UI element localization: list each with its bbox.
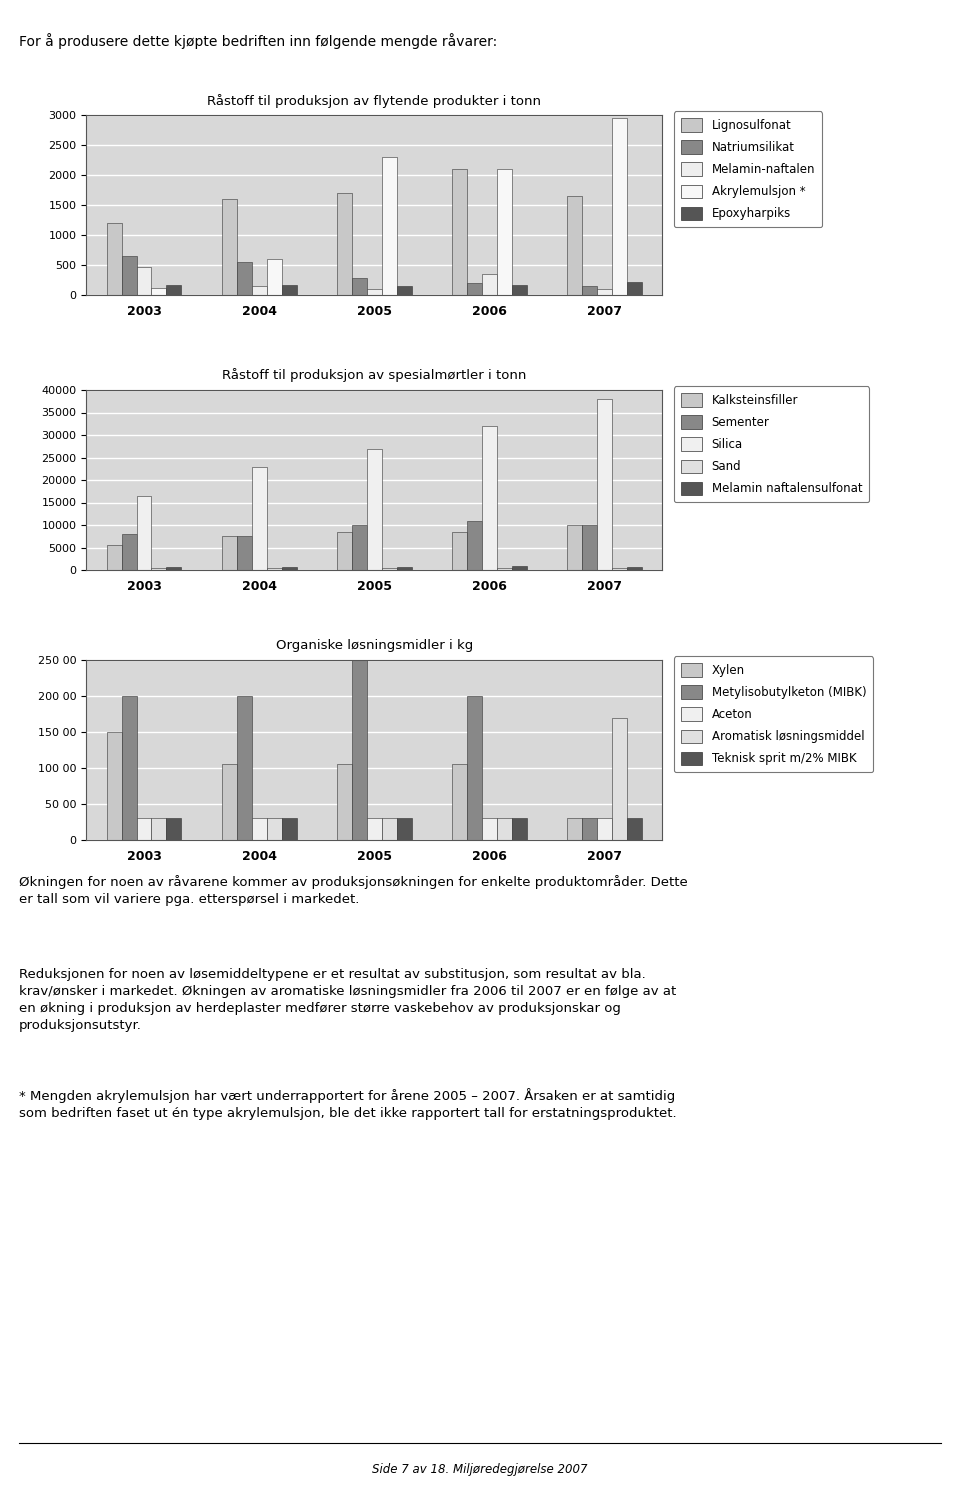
Bar [136,495,152,570]
Bar [367,448,382,570]
Bar [337,532,352,570]
Bar [512,285,527,296]
Bar [627,567,642,570]
Bar [396,567,412,570]
Bar [136,819,152,840]
Bar [337,765,352,840]
Bar [468,284,482,296]
Bar [382,158,396,296]
Bar [612,717,627,840]
Bar [627,819,642,840]
Bar [222,200,237,296]
Bar [136,267,152,296]
Legend: Xylen, Metylisobutylketon (MIBK), Aceton, Aromatisk løsningsmiddel, Teknisk spri: Xylen, Metylisobutylketon (MIBK), Aceton… [674,657,874,772]
Text: For å produsere dette kjøpte bedriften inn følgende mengde råvarer:: For å produsere dette kjøpte bedriften i… [19,33,497,50]
Text: Råstoff til produksjon av spesialmørtler i tonn: Råstoff til produksjon av spesialmørtler… [222,369,527,382]
Bar [107,732,122,840]
Bar [583,525,597,570]
Bar [512,819,527,840]
Text: * Mengden akrylemulsjon har vært underrapportert for årene 2005 – 2007. Årsaken : * Mengden akrylemulsjon har vært underra… [19,1088,677,1120]
Text: Organiske løsningsmidler i kg: Organiske løsningsmidler i kg [276,639,473,652]
Bar [452,532,468,570]
Bar [583,819,597,840]
Text: Reduksjonen for noen av løsemiddeltypene er et resultat av substitusjon, som res: Reduksjonen for noen av løsemiddeltypene… [19,968,677,1032]
Bar [382,819,396,840]
Bar [497,819,512,840]
Legend: Kalksteinsfiller, Sementer, Silica, Sand, Melamin naftalensulfonat: Kalksteinsfiller, Sementer, Silica, Sand… [674,387,870,502]
Bar [267,260,281,296]
Bar [396,819,412,840]
Bar [122,534,136,570]
Bar [382,568,396,570]
Bar [237,537,252,570]
Bar [567,196,583,296]
Bar [107,546,122,570]
Bar [222,765,237,840]
Bar [468,696,482,840]
Bar [107,224,122,296]
Bar [612,118,627,296]
Bar [482,819,497,840]
Bar [152,568,166,570]
Bar [567,819,583,840]
Bar [497,170,512,296]
Bar [166,819,181,840]
Bar [452,170,468,296]
Bar [281,285,297,296]
Bar [281,819,297,840]
Bar [122,696,136,840]
Bar [352,525,367,570]
Bar [396,286,412,296]
Bar [166,285,181,296]
Bar [267,819,281,840]
Bar [152,288,166,296]
Bar [367,819,382,840]
Bar [352,278,367,296]
Bar [597,819,612,840]
Bar [252,819,267,840]
Legend: Lignosulfonat, Natriumsilikat, Melamin-naftalen, Akrylemulsjon *, Epoxyharpiks: Lignosulfonat, Natriumsilikat, Melamin-n… [674,111,823,228]
Bar [337,194,352,296]
Bar [166,567,181,570]
Bar [281,567,297,570]
Bar [597,290,612,296]
Bar [152,819,166,840]
Bar [567,525,583,570]
Bar [352,552,367,840]
Bar [497,568,512,570]
Bar [482,426,497,570]
Bar [252,286,267,296]
Bar [237,696,252,840]
Bar [122,256,136,296]
Bar [452,765,468,840]
Bar [222,537,237,570]
Bar [267,568,281,570]
Bar [597,399,612,570]
Bar [367,290,382,296]
Bar [583,286,597,296]
Bar [612,568,627,570]
Text: Side 7 av 18. Miljøredegjørelse 2007: Side 7 av 18. Miljøredegjørelse 2007 [372,1462,588,1476]
Bar [482,274,497,296]
Text: Råstoff til produksjon av flytende produkter i tonn: Råstoff til produksjon av flytende produ… [207,93,541,108]
Bar [252,466,267,570]
Bar [512,566,527,570]
Bar [627,282,642,296]
Bar [468,520,482,570]
Text: Økningen for noen av råvarene kommer av produksjonsøkningen for enkelte produkto: Økningen for noen av råvarene kommer av … [19,874,688,906]
Bar [237,262,252,296]
